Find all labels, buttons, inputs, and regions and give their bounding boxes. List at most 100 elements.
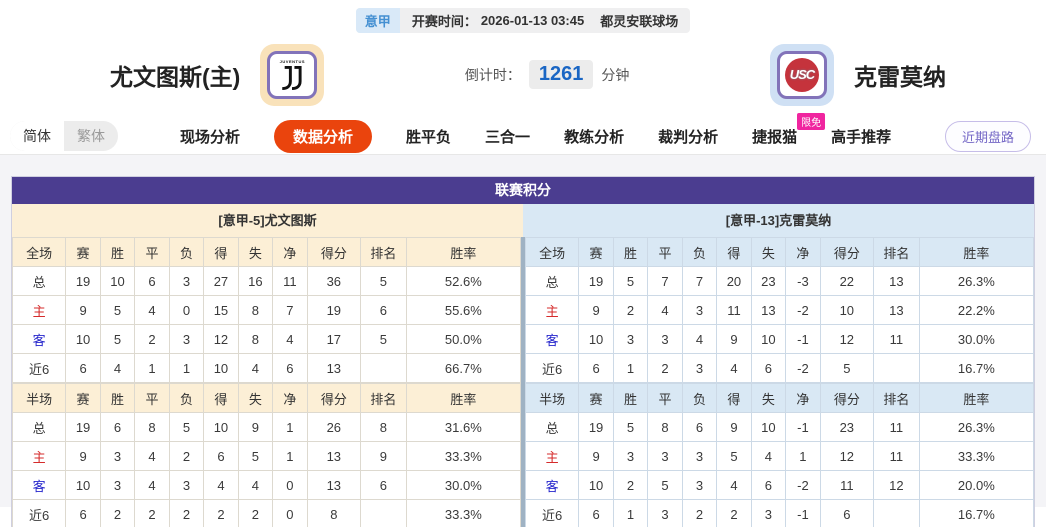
stat-cell: 1 [612, 499, 649, 527]
stat-cell: 9 [65, 295, 101, 325]
stat-cell: 66.7% [405, 353, 522, 383]
stat-cell: 11 [819, 470, 874, 500]
stat-cell: 3 [681, 295, 718, 325]
language-toggle: 简体 繁体 [10, 121, 118, 151]
league-tag[interactable]: 意甲 [355, 8, 400, 33]
column-header: 平 [134, 383, 170, 413]
tables-row: 全场赛胜平负得失净得分 排名 胜率总 19 10 6 3 27 16 11 36 5 52.6% 主 9 5 4… [11, 237, 1035, 527]
stat-cell: 9 [359, 441, 407, 471]
row-label: 近6 [524, 499, 580, 527]
stat-cell: 23 [819, 412, 874, 442]
tab-live-analysis[interactable]: 现场分析 [180, 128, 241, 146]
stat-cell: 11 [272, 266, 308, 296]
stat-cell: 6 [203, 441, 239, 471]
home-subtitle: [意甲-5]尤文图斯 [12, 204, 523, 237]
stat-cell: 2 [716, 499, 752, 527]
stat-cell: 2 [681, 499, 718, 527]
row-label: 近6 [524, 353, 580, 383]
row-label: 总 [11, 266, 67, 296]
stat-cell: 4 [716, 470, 752, 500]
tab-three-in-one[interactable]: 三合一 [485, 128, 531, 146]
stat-cell: 16 [237, 266, 274, 296]
tab-data-analysis[interactable]: 数据分析 [274, 119, 373, 153]
stat-cell: 30.0% [918, 324, 1035, 354]
stat-cell: 6 [134, 266, 170, 296]
stat-cell: 33.3% [918, 441, 1035, 471]
stat-cell: 55.6% [405, 295, 522, 325]
table-row: 近6 6 1 3 2 2 3 -1 6 16.7% [524, 499, 1035, 527]
stat-cell: 4 [134, 441, 170, 471]
column-header: 赛 [65, 383, 101, 413]
stat-cell: 13 [872, 266, 920, 296]
stat-cell: 13 [306, 353, 361, 383]
stat-cell: 16.7% [918, 353, 1035, 383]
stat-cell: 6 [272, 353, 308, 383]
stat-cell: 3 [681, 441, 718, 471]
tab-referee-analysis[interactable]: 裁判分析 [658, 128, 719, 146]
tables-divider [521, 237, 525, 527]
table-row: 总 19 10 6 3 27 16 11 36 5 52.6% [11, 266, 522, 296]
lang-simplified-button[interactable]: 简体 [10, 121, 64, 151]
stat-cell: 22 [819, 266, 874, 296]
recent-trend-button[interactable]: 近期盘路 [944, 120, 1031, 152]
stat-cell: -1 [785, 499, 821, 527]
stat-cell: 19 [578, 266, 614, 296]
stat-cell [872, 499, 920, 527]
stat-cell: 20 [716, 266, 752, 296]
row-label: 客 [524, 324, 580, 354]
tab-expert-picks[interactable]: 高手推荐 [831, 128, 892, 146]
stat-cell: 10 [65, 324, 101, 354]
table-row: 总 19 5 7 7 20 23 -3 22 13 26.3% [524, 266, 1035, 296]
column-header: 胜率 [405, 383, 522, 413]
stat-cell: -1 [785, 412, 821, 442]
stat-cell: 3 [750, 499, 787, 527]
stat-cell: 13 [750, 295, 787, 325]
countdown: 倒计时： 1261 分钟 [465, 60, 629, 89]
stat-cell: 5 [819, 353, 874, 383]
column-header: 平 [134, 237, 170, 267]
column-header: 负 [681, 237, 718, 267]
column-header: 胜 [99, 383, 136, 413]
stat-cell: 10 [578, 470, 614, 500]
tab-win-draw-lose[interactable]: 胜平负 [406, 128, 452, 146]
nav-bar: 简体 繁体 现场分析 数据分析 胜平负 三合一 教练分析 裁判分析 捷报猫 限免 … [0, 112, 1046, 155]
column-header: 半场 [11, 383, 67, 413]
stat-cell: 36 [306, 266, 361, 296]
stat-cell: 4 [99, 353, 136, 383]
stat-cell: 12 [819, 441, 874, 471]
home-team-logo: JUVENTUS [260, 43, 325, 106]
stat-cell: 1 [272, 441, 308, 471]
stat-cell: 9 [716, 324, 752, 354]
home-team-name: 尤文图斯(主) [110, 63, 241, 90]
cremonese-usc-letters: USC [789, 67, 815, 82]
stat-cell: 6 [578, 499, 614, 527]
stat-cell: 8 [237, 324, 274, 354]
row-label: 客 [524, 470, 580, 500]
stat-cell: 7 [272, 295, 308, 325]
kickoff-label: 开赛时间： [411, 14, 477, 29]
stat-cell: 8 [306, 499, 361, 527]
away-team-name: 克雷莫纳 [853, 63, 946, 90]
match-info-bar: 意甲 开赛时间： 2026-01-13 03:45 都灵安联球场 [355, 8, 691, 33]
table-row: 客 10 3 3 4 9 10 -1 12 11 30.0% [524, 324, 1035, 354]
stat-cell: 2 [99, 499, 136, 527]
stat-cell: 4 [134, 470, 170, 500]
column-header: 赛 [578, 383, 614, 413]
stat-cell: 33.3% [405, 441, 522, 471]
row-label: 主 [11, 441, 67, 471]
column-header: 全场 [524, 237, 580, 267]
tab-coach-analysis[interactable]: 教练分析 [564, 128, 625, 146]
row-label: 总 [524, 266, 580, 296]
table-row: 近6 6 4 1 1 10 4 6 13 66.7% [11, 353, 522, 383]
stat-cell: 4 [647, 295, 683, 325]
row-label: 近6 [11, 353, 67, 383]
stat-cell: 9 [578, 295, 614, 325]
stat-cell: 10 [819, 295, 874, 325]
column-header: 全场 [11, 237, 67, 267]
lang-traditional-button[interactable]: 繁体 [77, 128, 105, 144]
stat-cell: 13 [306, 441, 361, 471]
stat-cell: 3 [681, 353, 718, 383]
tab-jiebao-cat[interactable]: 捷报猫 限免 [752, 112, 826, 153]
stat-cell: 4 [237, 470, 274, 500]
stat-cell: 9 [716, 412, 752, 442]
